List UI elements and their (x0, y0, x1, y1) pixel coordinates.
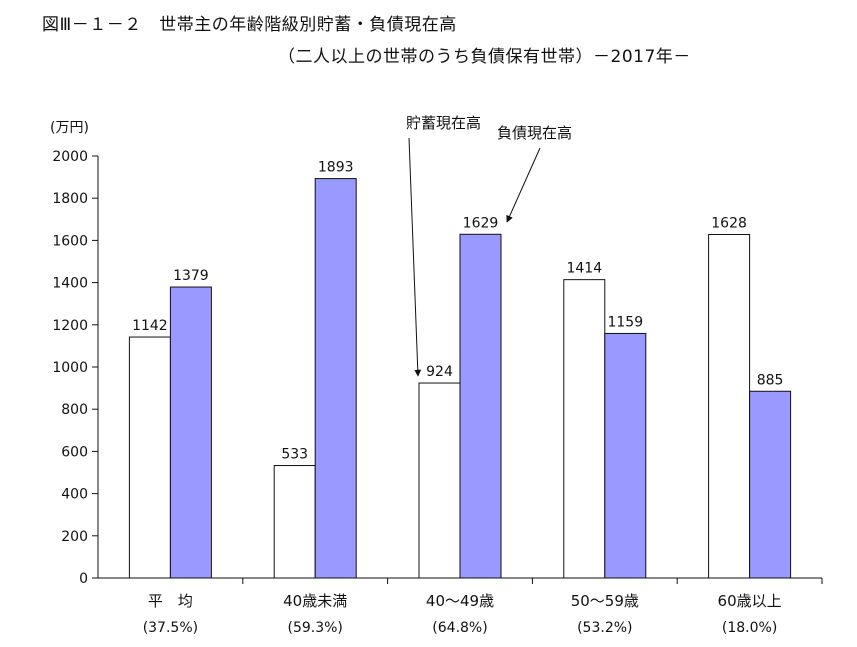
bar-value-label: 1893 (318, 160, 354, 176)
y-tick-label: 1400 (52, 276, 88, 292)
y-tick-label: 400 (61, 487, 88, 503)
y-tick-label: 800 (61, 402, 88, 418)
legend-debt-arrow (506, 147, 541, 223)
savings-bar (418, 382, 461, 579)
y-tick-label: 1800 (52, 191, 88, 207)
bar-value-label: 533 (281, 447, 308, 463)
bar-value-label: 1628 (711, 215, 747, 231)
savings-bar (563, 279, 606, 579)
debt-bar (749, 390, 792, 579)
x-category-label: 50～59歳 (571, 592, 639, 610)
bar-value-label: 1142 (132, 318, 168, 334)
bar-value-label: 924 (426, 364, 453, 380)
y-tick-label: 0 (79, 571, 88, 587)
x-category-label: 40～49歳 (426, 592, 494, 610)
x-category-sub-label: (37.5%) (143, 620, 198, 636)
legend-savings-arrow (408, 137, 422, 377)
bar-value-label: 1159 (607, 314, 643, 330)
bar-value-label: 1629 (463, 215, 499, 231)
legend-debt-label: 負債現在高 (497, 124, 572, 142)
debt-bar (314, 178, 357, 579)
x-category-sub-label: (18.0%) (722, 620, 777, 636)
y-tick-label: 1000 (52, 360, 88, 376)
y-tick-label: 200 (61, 529, 88, 545)
savings-bar (273, 465, 316, 579)
savings-bar (708, 233, 751, 579)
x-category-label: 40歳未満 (283, 592, 347, 610)
x-category-label: 60歳以上 (718, 592, 782, 610)
y-axis-label: (万円) (50, 120, 89, 136)
legend-savings-label: 貯蓄現在高 (406, 114, 481, 132)
debt-bar (604, 332, 647, 579)
chart-subtitle: （二人以上の世帯のうち負債保有世帯）－2017年－ (278, 47, 691, 67)
y-tick-label: 2000 (52, 149, 88, 165)
chart-title: 図Ⅲ－１－２ 世帯主の年齢階級別貯蓄・負債現在高 (42, 15, 457, 35)
y-tick-label: 1200 (52, 318, 88, 334)
y-tick-label: 1600 (52, 233, 88, 249)
x-category-sub-label: (59.3%) (287, 620, 342, 636)
y-tick-label: 600 (61, 444, 88, 460)
debt-bar (459, 233, 502, 579)
savings-bar (128, 336, 171, 579)
x-category-label: 平 均 (148, 592, 193, 610)
debt-bar (169, 286, 212, 579)
bar-value-label: 1414 (566, 261, 602, 277)
x-category-sub-label: (64.8%) (432, 620, 487, 636)
bar-value-label: 885 (757, 372, 784, 388)
bar-value-label: 1379 (173, 268, 209, 284)
x-category-sub-label: (53.2%) (577, 620, 632, 636)
